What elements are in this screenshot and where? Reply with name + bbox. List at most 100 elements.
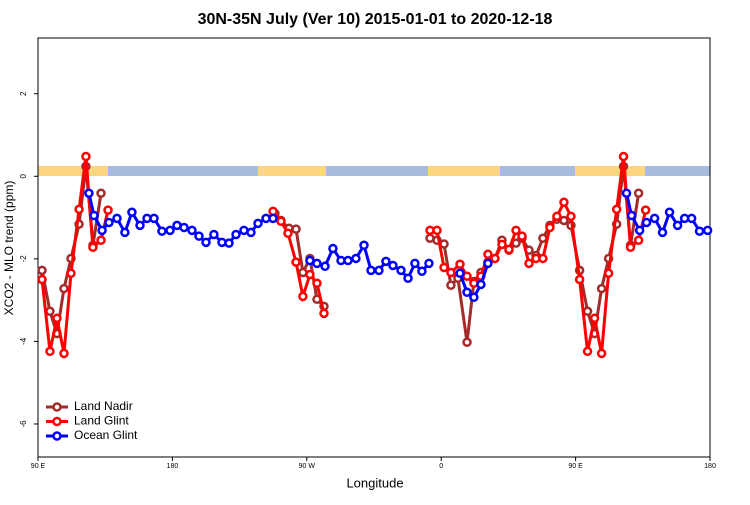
point	[84, 188, 94, 198]
point	[686, 213, 697, 224]
point	[320, 261, 330, 272]
point	[603, 268, 614, 279]
point	[165, 225, 175, 236]
point	[424, 258, 434, 269]
point	[504, 244, 514, 255]
point	[455, 268, 465, 279]
y-tick-label: -4	[19, 337, 28, 345]
y-axis-label: XCO2 - MLO trend (ppm)	[2, 181, 16, 316]
point	[343, 255, 353, 266]
point	[410, 258, 420, 269]
series-line	[40, 156, 648, 354]
point	[194, 231, 204, 241]
point	[312, 278, 322, 288]
point	[633, 235, 644, 246]
point	[224, 238, 234, 248]
point	[305, 269, 315, 280]
x-tick-label: 0	[439, 463, 443, 470]
point	[157, 226, 167, 236]
y-tick-label: -2	[19, 255, 28, 263]
point	[291, 224, 301, 234]
point	[81, 151, 91, 162]
x-tick-label: 180	[167, 463, 179, 470]
point	[524, 258, 534, 269]
point	[538, 233, 548, 243]
point	[89, 210, 99, 221]
point	[88, 242, 98, 253]
legend-label: Land Nadir	[74, 399, 133, 413]
point	[312, 258, 322, 269]
point	[694, 226, 705, 236]
plot-frame	[37, 37, 711, 458]
point	[74, 204, 84, 215]
point	[135, 220, 145, 231]
point	[634, 225, 645, 236]
point	[291, 257, 301, 267]
x-tick-label: 90 W	[299, 463, 316, 470]
point	[559, 215, 569, 226]
point	[351, 253, 361, 264]
point	[649, 213, 660, 224]
point	[582, 306, 593, 317]
point	[483, 249, 493, 260]
legend-marker	[52, 402, 62, 412]
point	[664, 207, 675, 217]
point	[59, 283, 69, 294]
point	[403, 273, 413, 284]
land-mask-strip	[38, 166, 710, 176]
y-tick-label: 0	[19, 174, 28, 179]
point	[104, 217, 114, 228]
point	[626, 210, 637, 221]
point	[633, 188, 644, 198]
point	[566, 211, 576, 222]
point	[596, 348, 607, 359]
point	[374, 265, 384, 276]
point	[497, 239, 507, 250]
point	[366, 265, 376, 276]
legend-label: Land Glint	[74, 414, 129, 428]
point	[538, 253, 548, 264]
legend-label: Ocean Glint	[74, 428, 138, 442]
point	[462, 337, 472, 347]
point	[559, 197, 569, 208]
point	[446, 267, 456, 278]
point	[246, 227, 256, 238]
point	[66, 268, 76, 279]
point	[476, 279, 486, 290]
legend-marker	[52, 416, 62, 427]
point	[439, 239, 449, 249]
point	[439, 262, 449, 273]
point	[455, 259, 465, 269]
point	[396, 265, 406, 276]
point	[37, 274, 47, 285]
point	[149, 213, 159, 224]
x-tick-label: 90 E	[568, 463, 583, 470]
point	[103, 205, 113, 215]
point	[625, 242, 636, 253]
point	[618, 151, 629, 162]
legend-marker	[52, 431, 62, 441]
point	[446, 280, 456, 291]
point	[490, 253, 500, 264]
point	[209, 229, 219, 240]
point	[657, 227, 668, 238]
point	[201, 237, 211, 248]
point	[589, 313, 600, 324]
point	[574, 274, 585, 285]
point	[469, 292, 479, 302]
point	[641, 217, 652, 228]
point	[52, 313, 62, 324]
point	[328, 243, 338, 254]
point	[96, 235, 106, 246]
point	[187, 225, 197, 236]
point	[483, 258, 493, 269]
point	[127, 207, 137, 217]
x-axis-label: Longitude	[346, 475, 403, 490]
point	[511, 225, 521, 236]
point	[45, 346, 55, 357]
series-line	[40, 166, 641, 343]
point	[276, 216, 286, 227]
point	[59, 348, 69, 359]
point	[359, 240, 369, 250]
point	[268, 213, 278, 224]
